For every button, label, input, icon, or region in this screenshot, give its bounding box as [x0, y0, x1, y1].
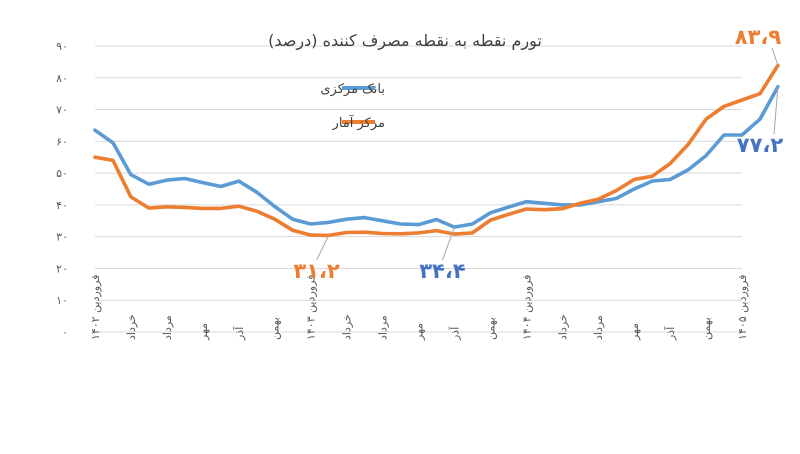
- x-tick-label: بهمن: [269, 317, 282, 340]
- x-tick-label: مرداد: [377, 315, 390, 340]
- series-line-statistics-center: [93, 63, 780, 238]
- x-tick-label: خرداد: [125, 314, 138, 340]
- x-tick-label: آذر: [232, 326, 246, 341]
- y-tick-label: ۸۰: [56, 72, 68, 85]
- y-tick-label: ۲۰: [56, 262, 68, 275]
- annotation-leader: [316, 235, 330, 261]
- x-tick-label: مرداد: [592, 315, 605, 340]
- y-axis: ۰ ۱۰ ۲۰ ۳۰ ۴۰ ۵۰ ۶۰ ۷۰ ۸۰ ۹۰: [56, 40, 68, 339]
- legend-label-central-bank: بانک مرکزی: [320, 82, 385, 97]
- x-tick-label: بهمن: [700, 317, 713, 340]
- x-tick-label: آذر: [663, 326, 677, 341]
- chart-title: تورم نقطه به نقطه مصرف کننده (درصد): [268, 31, 542, 51]
- x-tick-label: فروردین ۱۴۰۲: [89, 275, 102, 340]
- y-tick-label: ۵۰: [56, 167, 68, 180]
- annotation-label: ۳۱،۲: [293, 259, 340, 283]
- series-line-central-bank: [93, 84, 780, 229]
- y-tick-label: ۹۰: [56, 40, 68, 53]
- annotation-label: ۷۷،۲: [737, 133, 784, 157]
- y-tick-label: ۴۰: [56, 199, 68, 212]
- y-tick-label: ۰: [62, 326, 68, 339]
- y-tick-label: ۶۰: [56, 135, 68, 148]
- gridlines: [95, 45, 742, 333]
- x-tick-label: خرداد: [341, 314, 354, 340]
- annotation-label: ۸۳،۹: [735, 25, 782, 49]
- annotations: ۸۳،۹ ۷۷،۲ ۳۴،۴ ۳۱،۲: [293, 25, 783, 283]
- x-tick-label: مهر: [197, 323, 210, 341]
- x-tick-label: مرداد: [161, 315, 174, 340]
- x-tick-label: فروردین ۱۴۰۴: [520, 275, 533, 340]
- series-lines: [93, 63, 780, 238]
- x-tick-label: فروردین ۱۴۰۳: [305, 275, 318, 340]
- annotation-label: ۳۴،۴: [419, 259, 466, 283]
- legend-label-statistics-center: مرکز آمار: [332, 114, 385, 131]
- y-tick-label: ۱۰: [56, 294, 68, 307]
- annotation-leader: [773, 86, 779, 135]
- x-tick-label: فروردین ۱۴۰۵: [736, 275, 749, 340]
- y-tick-label: ۳۰: [56, 231, 68, 244]
- annotation-leader: [441, 226, 455, 261]
- x-tick-label: آذر: [447, 326, 461, 341]
- x-tick-label: مهر: [628, 323, 641, 341]
- x-axis: فروردین ۱۴۰۲ خرداد مرداد مهر آذر بهمن فروردین …: [89, 275, 749, 341]
- y-tick-label: ۷۰: [56, 104, 68, 117]
- x-tick-label: مهر: [413, 323, 426, 341]
- x-tick-label: خرداد: [556, 314, 569, 340]
- annotation-leader: [771, 47, 779, 66]
- legend: بانک مرکزی مرکز آمار: [320, 82, 385, 131]
- x-tick-label: بهمن: [484, 317, 497, 340]
